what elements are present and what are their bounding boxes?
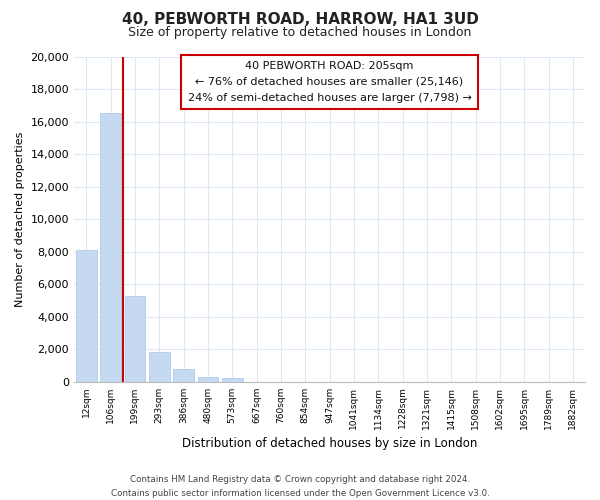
Text: 40, PEBWORTH ROAD, HARROW, HA1 3UD: 40, PEBWORTH ROAD, HARROW, HA1 3UD xyxy=(122,12,478,28)
Bar xyxy=(125,296,145,382)
Bar xyxy=(197,377,218,382)
X-axis label: Distribution of detached houses by size in London: Distribution of detached houses by size … xyxy=(182,437,477,450)
Bar xyxy=(149,352,170,382)
Y-axis label: Number of detached properties: Number of detached properties xyxy=(15,132,25,307)
Text: Contains HM Land Registry data © Crown copyright and database right 2024.
Contai: Contains HM Land Registry data © Crown c… xyxy=(110,476,490,498)
Bar xyxy=(173,368,194,382)
Text: 40 PEBWORTH ROAD: 205sqm
← 76% of detached houses are smaller (25,146)
24% of se: 40 PEBWORTH ROAD: 205sqm ← 76% of detach… xyxy=(188,62,472,102)
Bar xyxy=(100,114,121,382)
Text: Size of property relative to detached houses in London: Size of property relative to detached ho… xyxy=(128,26,472,39)
Bar xyxy=(76,250,97,382)
Bar xyxy=(222,378,242,382)
